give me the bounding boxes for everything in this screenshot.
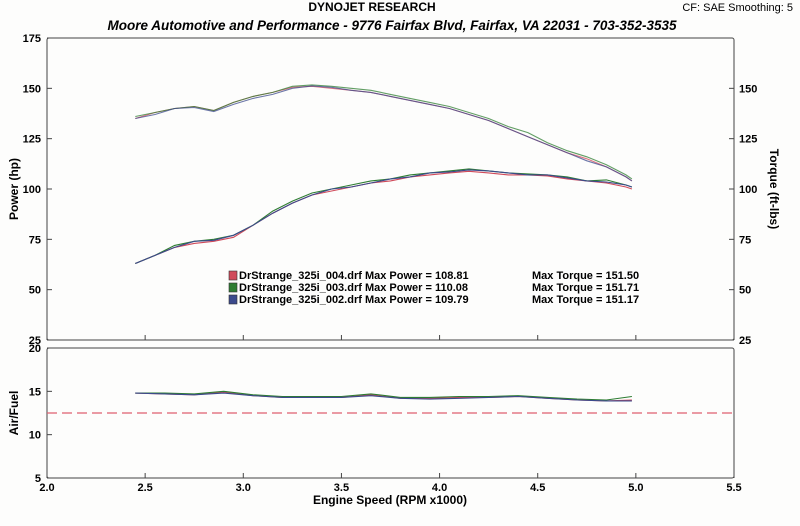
torque-tick-label: 75 [739, 234, 751, 246]
legend-entry-text: DrStrange_325i_002.drf Max Power = 109.7… [239, 294, 469, 306]
legend: DrStrange_325i_004.drf Max Power = 108.8… [228, 270, 639, 306]
legend-entry-torque: Max Torque = 151.71 [532, 282, 639, 294]
torque-tick-label: 100 [739, 184, 757, 196]
legend-swatch-run004 [228, 270, 238, 281]
power-tick-label: 175 [23, 33, 41, 45]
legend-swatch-run002 [228, 294, 238, 305]
power-tick-label: 25 [29, 335, 41, 347]
afr-tick-label: 10 [29, 430, 41, 442]
power-curve-run003 [135, 168, 633, 265]
x-tick-label: 2.0 [39, 482, 54, 494]
torque-tick-label: 50 [739, 285, 751, 297]
legend-entry-text: DrStrange_325i_003.drf Max Power = 110.0… [239, 282, 468, 294]
torque-curve-run004 [135, 85, 633, 182]
x-tick-label: 4.0 [432, 482, 447, 494]
afr-tick-label: 20 [29, 343, 41, 355]
afr-plot-frame [46, 347, 735, 479]
power-axis-label: Power (hp) [7, 158, 21, 220]
power-tick-label: 150 [23, 83, 41, 95]
correction-factor-label: CF: SAE Smoothing: 5 [682, 2, 793, 14]
power-tick-label: 100 [23, 184, 41, 196]
power-curve-run004 [135, 170, 633, 265]
rpm-axis-label: Engine Speed (RPM x1000) [313, 493, 467, 507]
x-tick-label: 5.5 [726, 482, 741, 494]
legend-entry-text: DrStrange_325i_004.drf Max Power = 108.8… [239, 270, 469, 282]
power-tick-label: 75 [29, 234, 41, 246]
torque-tick-label: 25 [739, 335, 751, 347]
x-tick-label: 5.0 [628, 482, 643, 494]
torque-tick-label: 150 [739, 83, 757, 95]
power-tick-label: 125 [23, 134, 41, 146]
shop-info-subtitle: Moore Automotive and Performance - 9776 … [108, 18, 677, 33]
x-tick-label: 4.5 [530, 482, 545, 494]
power-curve-run002 [135, 169, 633, 265]
power-tick-label: 50 [29, 285, 41, 297]
legend-entry-torque: Max Torque = 151.50 [532, 270, 639, 282]
torque-tick-label: 125 [739, 134, 757, 146]
x-tick-label: 3.5 [334, 482, 349, 494]
torque-axis-label: Torque (ft-lbs) [767, 149, 781, 229]
chart-header-title: DYNOJET RESEARCH [308, 0, 435, 14]
torque-curve-run003 [135, 84, 633, 180]
x-tick-label: 2.5 [137, 482, 152, 494]
afr-curve-run002 [135, 392, 632, 402]
torque-curve-run002 [135, 85, 633, 182]
afr-axis-label: Air/Fuel [7, 391, 21, 436]
legend-entry-torque: Max Torque = 151.17 [532, 294, 639, 306]
legend-swatch-run003 [228, 282, 238, 293]
afr-tick-label: 15 [29, 386, 41, 398]
afr-tick-label: 5 [35, 473, 41, 485]
afr-curve-run003 [135, 390, 632, 401]
x-tick-label: 3.0 [236, 482, 251, 494]
